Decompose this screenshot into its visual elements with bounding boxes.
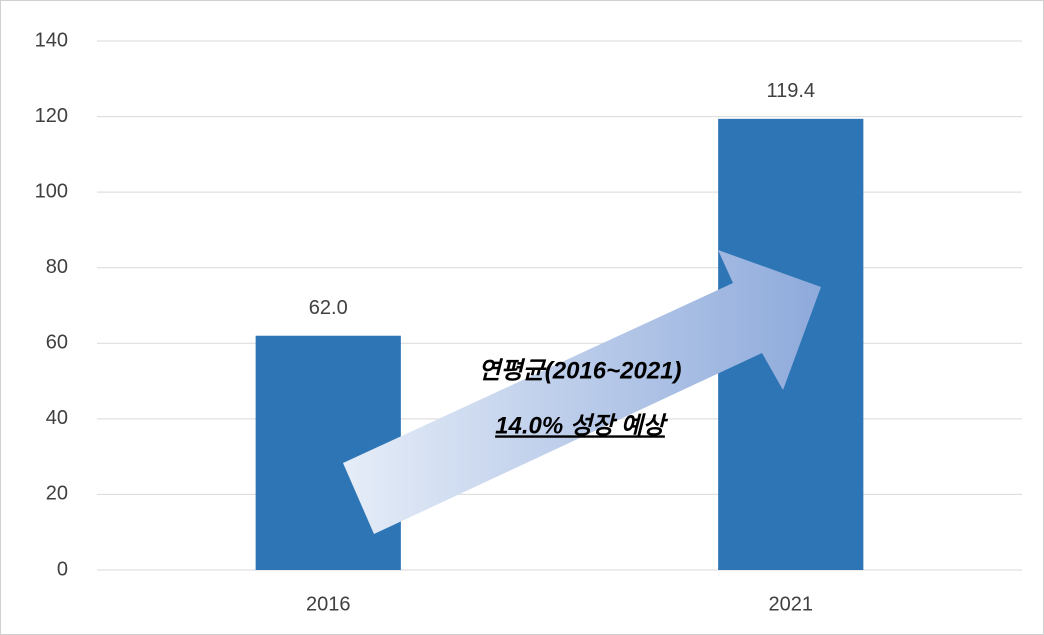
data-label: 119.4 xyxy=(766,80,815,102)
y-tick-label: 20 xyxy=(46,483,68,505)
growth-arrow xyxy=(343,250,821,534)
data-label: 62.0 xyxy=(309,297,348,319)
y-tick-label: 100 xyxy=(35,180,68,202)
y-tick-label: 80 xyxy=(46,256,68,278)
y-tick-label: 140 xyxy=(35,29,68,51)
y-tick-label: 60 xyxy=(46,332,68,354)
annotation: 연평균(2016~2021) xyxy=(478,357,681,384)
annotation: 14.0% 성장 예상 xyxy=(495,412,669,439)
x-tick-label: 2021 xyxy=(769,593,814,615)
grid: 0 20 40 60 80 100 120 140 xyxy=(35,29,1022,580)
x-tick-label: 2016 xyxy=(306,593,351,615)
y-tick-label: 40 xyxy=(46,407,68,429)
y-tick-label: 120 xyxy=(35,105,68,127)
y-tick-label: 0 xyxy=(57,558,68,580)
